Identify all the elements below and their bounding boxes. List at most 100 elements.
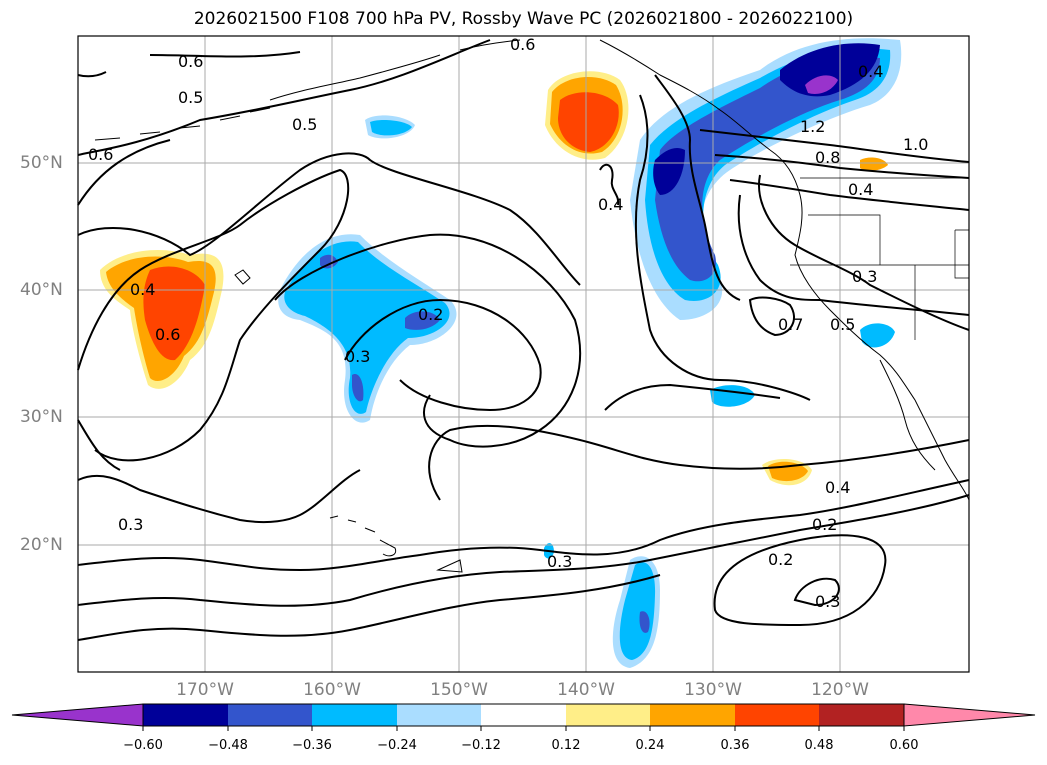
lon-label-150w: 150°W bbox=[430, 680, 488, 700]
contour-east-3 bbox=[729, 179, 970, 211]
colorbar-bin-5 bbox=[481, 704, 566, 726]
contour-east-2 bbox=[714, 154, 970, 179]
purple-anomaly bbox=[805, 75, 838, 94]
contour-0-7-small bbox=[748, 296, 795, 337]
colorbar-tick-label: −0.60 bbox=[123, 738, 163, 753]
contour-west-coast-trough bbox=[654, 74, 741, 301]
colorbar-bin-2 bbox=[228, 704, 312, 726]
state-borders bbox=[790, 214, 969, 340]
contour-0-4-west-loop bbox=[77, 168, 350, 462]
contour-label: 0.5 bbox=[292, 115, 317, 134]
lon-label-140w: 140°W bbox=[557, 680, 615, 700]
contour-south-1 bbox=[77, 479, 970, 572]
contour-0-6-nw bbox=[77, 51, 301, 78]
contour-0-3-small-oval bbox=[793, 577, 840, 607]
colorbar-bin-1 bbox=[143, 704, 228, 726]
small-island bbox=[234, 269, 251, 285]
colorbar-tick-label: 0.24 bbox=[635, 738, 665, 753]
colorbar-tick-label: −0.24 bbox=[377, 738, 417, 753]
colorbar-tick-label: 0.12 bbox=[551, 738, 581, 753]
contour-label: 0.2 bbox=[418, 305, 443, 324]
contour-label: 0.3 bbox=[852, 267, 877, 286]
contour-east-1 bbox=[699, 129, 970, 163]
contour-labels: 0.6 0.5 0.5 0.6 0.6 0.4 0.6 0.3 0.2 0.4 … bbox=[88, 35, 928, 611]
contour-label: 0.4 bbox=[858, 62, 883, 81]
contour-0-4-ridge bbox=[428, 383, 970, 501]
west-coast-na bbox=[769, 149, 970, 501]
lat-label-30n: 30°N bbox=[20, 407, 63, 427]
contour-0-4-north-small bbox=[599, 163, 620, 206]
contour-label: 0.3 bbox=[547, 552, 572, 571]
contour-label: 0.5 bbox=[830, 315, 855, 334]
colorbar-bin-9 bbox=[819, 704, 904, 726]
colorbar-bin-4 bbox=[397, 704, 481, 726]
contour-label: 0.7 bbox=[778, 315, 803, 334]
pv-contours bbox=[77, 39, 970, 641]
colorbar-tick-label: −0.36 bbox=[292, 738, 332, 753]
contour-0-5-nw bbox=[77, 39, 491, 156]
colorbar-tick-label: −0.48 bbox=[208, 738, 248, 753]
contour-big-loop bbox=[77, 94, 811, 401]
contour-label: 0.2 bbox=[768, 550, 793, 569]
orange-anomaly-north-core bbox=[558, 92, 619, 152]
aleutians bbox=[94, 107, 271, 141]
colorbar-tick-label: 0.36 bbox=[720, 738, 750, 753]
lat-label-40n: 40°N bbox=[20, 280, 63, 300]
pv-map: 0.6 0.5 0.5 0.6 0.6 0.4 0.6 0.3 0.2 0.4 … bbox=[77, 35, 970, 673]
contour-label: 0.6 bbox=[155, 325, 180, 344]
map-title: 2026021500 F108 700 hPa PV, Rossby Wave … bbox=[193, 9, 854, 29]
colorbar-tick-label: 0.60 bbox=[889, 738, 919, 753]
lon-label-160w: 160°W bbox=[303, 680, 361, 700]
contour-label: 0.3 bbox=[118, 515, 143, 534]
contour-central-oval-inner bbox=[344, 298, 542, 412]
colorbar-under-arrow bbox=[11, 703, 144, 727]
contour-label: 0.6 bbox=[510, 35, 535, 54]
colorbar-bin-3 bbox=[312, 704, 397, 726]
colorbar-over-arrow bbox=[903, 703, 1036, 727]
lat-lon-grid bbox=[78, 36, 969, 672]
lat-label-50n: 50°N bbox=[20, 153, 63, 173]
contour-0-6-w bbox=[77, 139, 171, 206]
alaska-coast bbox=[269, 39, 771, 151]
contour-label: 1.2 bbox=[800, 117, 825, 136]
contour-label: 0.5 bbox=[178, 88, 203, 107]
contour-label: 0.4 bbox=[825, 478, 850, 497]
contour-east-4 bbox=[737, 194, 970, 316]
contour-south-3 bbox=[77, 574, 661, 641]
colorbar-bin-6 bbox=[566, 704, 650, 726]
blue-anomaly-small-2 bbox=[860, 323, 895, 348]
small-island-2 bbox=[436, 559, 463, 573]
contour-label: 0.4 bbox=[598, 195, 623, 214]
contour-label: 0.2 bbox=[812, 515, 837, 534]
blue-anomaly-central-pacific-mid bbox=[284, 241, 450, 414]
contour-east-5 bbox=[758, 174, 970, 331]
lon-label-130w: 130°W bbox=[684, 680, 742, 700]
contour-label: 0.4 bbox=[848, 180, 873, 199]
colorbar-bin-8 bbox=[735, 704, 819, 726]
contour-label: 0.3 bbox=[345, 347, 370, 366]
blue-anomaly-south-core bbox=[639, 611, 650, 633]
blue-anomaly-south-mid bbox=[619, 562, 656, 660]
contour-label: 0.4 bbox=[130, 280, 155, 299]
contour-label: 0.6 bbox=[178, 52, 203, 71]
contour-label: 0.8 bbox=[815, 148, 840, 167]
coastlines bbox=[94, 39, 970, 573]
contour-0-2-south-oval bbox=[713, 534, 887, 627]
anomaly-shading bbox=[100, 38, 902, 668]
contour-central-oval-outer bbox=[274, 233, 582, 448]
colorbar-bin-7 bbox=[650, 704, 735, 726]
blue-anomaly-small-north-core bbox=[370, 119, 412, 136]
map-frame bbox=[77, 35, 970, 673]
contour-south-2 bbox=[77, 494, 970, 607]
lon-label-170w: 170°W bbox=[176, 680, 234, 700]
blue-anomaly-north-america-mid bbox=[645, 48, 891, 301]
contour-0-3-west bbox=[77, 419, 361, 524]
blue-anomaly-north-america-core bbox=[655, 57, 880, 282]
contour-label: 0.6 bbox=[88, 145, 113, 164]
baja-california bbox=[879, 359, 936, 471]
lat-label-20n: 20°N bbox=[20, 535, 63, 555]
colorbar-tick-label: −0.12 bbox=[461, 738, 501, 753]
colorbar-tick-label: 0.48 bbox=[804, 738, 834, 753]
blue-anomaly-central-pacific-core bbox=[320, 254, 440, 402]
orange-anomaly-small-east bbox=[860, 157, 888, 171]
